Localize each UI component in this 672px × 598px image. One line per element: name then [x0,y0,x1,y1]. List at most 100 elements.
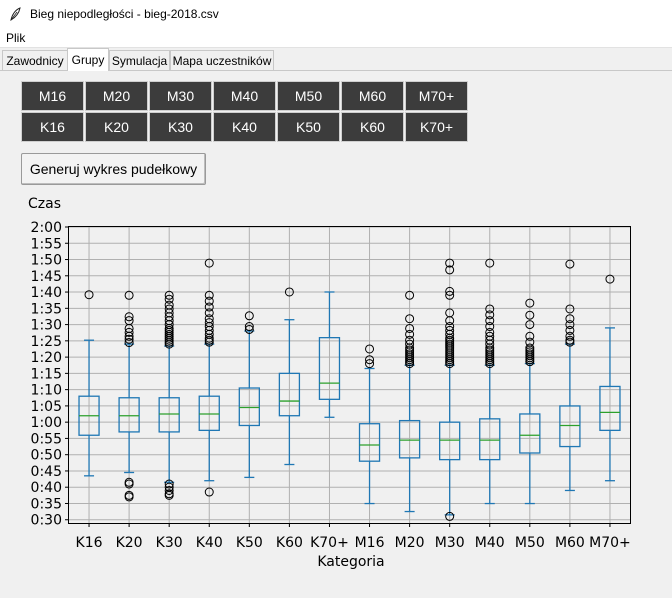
tab-zawodnicy[interactable]: Zawodnicy [2,50,68,71]
outlier-point [204,290,214,300]
box-iqr [278,372,301,417]
x-tick-label: M40 [475,535,505,551]
outlier-point [525,310,535,320]
outlier-point [445,258,455,268]
outlier-point [204,318,214,328]
box-K70+ [318,291,341,418]
button-k20[interactable]: K20 [85,112,148,142]
outlier-point [124,338,134,348]
button-k16[interactable]: K16 [21,112,84,142]
outlier-point [164,485,174,495]
y-tick-label: 1:20 [31,350,62,366]
grid-layer [69,226,630,523]
button-m20[interactable]: M20 [85,81,148,111]
y-tick-label: 1:45 [31,269,62,285]
outlier-point [284,287,294,297]
y-tick-label: 2:00 [31,220,62,236]
x-tick-label: K50 [236,535,263,551]
button-m30[interactable]: M30 [149,81,212,111]
feather-icon [10,7,21,21]
tab-grupy[interactable]: Grupy [67,48,109,71]
button-m50[interactable]: M50 [277,81,340,111]
x-tick-label: K70+ [310,535,349,551]
outlier-point [445,511,455,521]
box-M50 [519,298,541,505]
y-tick-label: 1:00 [31,415,62,431]
x-tick-label: K60 [276,535,303,551]
box-iqr [198,395,220,432]
outlier-point [525,331,535,341]
menu-bar: Plik [0,28,672,48]
x-tick-label: K40 [196,535,223,551]
outlier-point [204,302,214,312]
y-tick-label: 1:05 [31,399,62,415]
box-iqr [398,419,421,459]
box-M16 [358,344,381,505]
outlier-point [124,290,134,300]
outlier-point [565,320,575,330]
box-K40 [198,258,220,497]
box-K60 [278,287,301,466]
outlier-point [485,331,495,341]
outlier-point [485,322,495,332]
menu-file[interactable]: Plik [6,31,26,45]
x-axis-label: Kategoria [317,554,384,570]
outlier-point [164,304,174,314]
box-iqr [439,421,461,461]
outlier-point [405,323,415,333]
box-iqr [358,423,381,462]
x-tick-label: M30 [435,535,465,551]
box-iqr [118,397,140,433]
outlier-point [365,355,375,365]
outlier-point [405,314,415,324]
button-k50[interactable]: K50 [277,112,340,142]
y-tick-label: 0:45 [31,464,62,480]
outlier-point [565,314,575,324]
button-k40[interactable]: K40 [213,112,276,142]
y-tick-label: 1:25 [31,334,62,350]
x-ticks: K16 K20 K30 K40 K50 K60 K70+ M16 M20 M30 M40 M50 M60… [76,523,631,551]
outlier-point [164,479,174,489]
box-iqr [559,405,581,448]
x-tick-label: M16 [355,535,385,551]
outlier-point [164,300,174,310]
outlier-point [164,294,174,304]
button-k30[interactable]: K30 [149,112,212,142]
x-tick-label: K20 [116,535,143,551]
y-axis-label: Czas [28,196,61,212]
button-k60[interactable]: K60 [341,112,404,142]
tab-mapa-uczestnikow[interactable]: Mapa uczestników [170,50,274,71]
outlier-point [405,335,415,345]
outlier-point [204,314,214,324]
button-m40[interactable]: M40 [213,81,276,111]
box-M60 [559,259,581,492]
button-m60[interactable]: M60 [341,81,404,111]
outlier-point [124,312,134,322]
window-title: Bieg niepodległości - bieg-2018.csv [30,7,219,21]
outlier-point [525,320,535,330]
outlier-point [445,308,455,318]
box-M30 [439,258,461,521]
y-tick-label: 1:35 [31,301,62,317]
box-iqr [599,385,621,432]
outlier-point [365,359,375,369]
y-tick-label: 1:30 [31,318,62,334]
button-m70plus[interactable]: M70+ [405,81,468,111]
outlier-point [565,331,575,341]
outlier-point [565,325,575,335]
button-m16[interactable]: M16 [21,81,84,111]
outlier-point [525,343,535,353]
tab-panel-border [0,70,672,71]
y-tick-label: 0:40 [31,480,62,496]
outlier-point [365,344,375,354]
outlier-point [124,490,134,500]
outlier-point [605,274,615,284]
outlier-point [565,259,575,269]
outlier-point [124,316,134,326]
tab-symulacja[interactable]: Symulacja [109,50,170,71]
generate-boxplot-button[interactable]: Generuj wykres pudełkowy [21,153,206,185]
button-k70plus[interactable]: K70+ [405,112,468,142]
x-tick-label: M70+ [589,535,631,551]
outlier-point [565,335,575,345]
outlier-point [244,311,254,321]
